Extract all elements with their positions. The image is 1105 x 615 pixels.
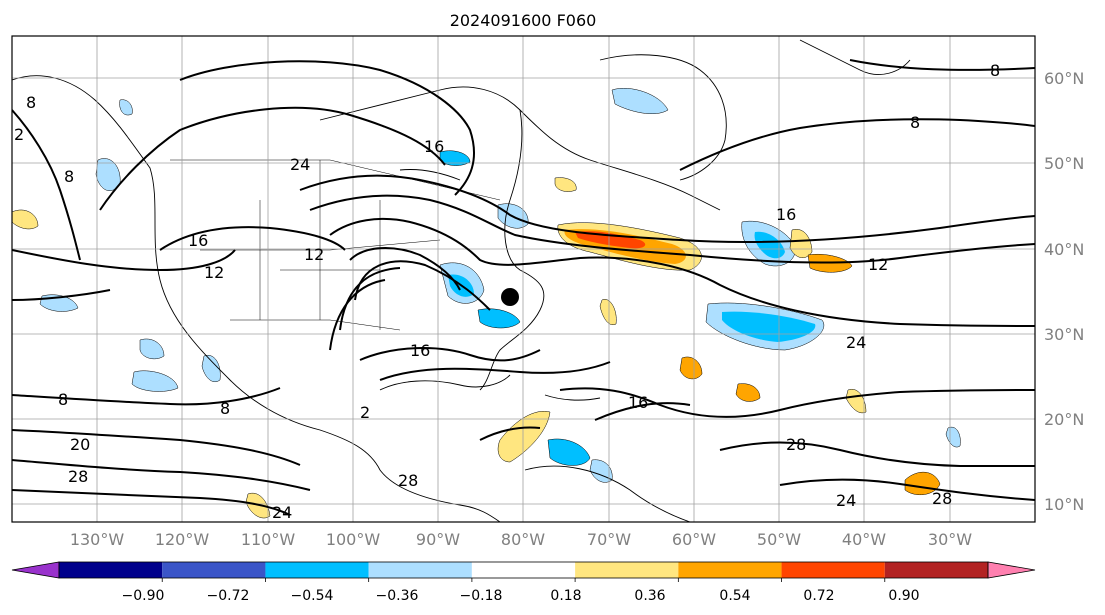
contour-label: 16 xyxy=(628,393,648,412)
positive-anomaly-region xyxy=(789,229,813,259)
contour-label: 16 xyxy=(188,231,208,250)
contour-label: 20 xyxy=(70,435,90,454)
negative-anomaly-region xyxy=(547,438,591,466)
positive-anomaly-region xyxy=(497,410,551,463)
contour-label: 28 xyxy=(786,435,806,454)
contour-lines xyxy=(12,59,1035,516)
colorbar-swatch xyxy=(678,562,782,578)
colorbar: −0.90 −0.72 −0.54 −0.36 −0.18 0.18 0.36 … xyxy=(11,561,1036,604)
colorbar-tick-labels: −0.90 −0.72 −0.54 −0.36 −0.18 0.18 0.36 … xyxy=(122,588,920,604)
contour-label-group: 8 8 8 8 8 8 12 12 12 16 16 16 16 16 20 2… xyxy=(14,61,1000,522)
contour-label: 28 xyxy=(68,467,88,486)
positive-anomaly-region xyxy=(12,209,39,230)
positive-anomaly-region xyxy=(679,356,703,380)
contour-label: 8 xyxy=(990,61,1000,80)
contour-label: 24 xyxy=(846,333,866,352)
contour-label: 16 xyxy=(776,205,796,224)
lat-label: 30°N xyxy=(1044,325,1084,344)
map-title: 2024091600 F060 xyxy=(450,11,597,30)
lon-label: 110°W xyxy=(241,530,296,549)
colorbar-frame xyxy=(58,561,989,579)
colorbar-tick-label: 0.54 xyxy=(719,588,750,604)
colorbar-swatch xyxy=(471,562,576,578)
colorbar-tick-label: −0.72 xyxy=(207,588,250,604)
negative-anomaly-region xyxy=(722,311,816,342)
lat-label: 40°N xyxy=(1044,240,1084,259)
map-frame xyxy=(11,35,1036,523)
longitude-labels: 130°W 120°W 110°W 100°W 90°W 80°W 70°W 6… xyxy=(70,530,972,549)
lat-label: 60°N xyxy=(1044,69,1084,88)
contour-label: 8 xyxy=(64,167,74,186)
colorbar-tick-label: 0.72 xyxy=(803,588,834,604)
colorbar-swatch xyxy=(575,562,679,578)
contour-label: 2 xyxy=(14,125,24,144)
contour-label: 28 xyxy=(398,471,418,490)
shaded-regions xyxy=(12,88,961,519)
contour-label: 12 xyxy=(204,263,224,282)
lon-label: 120°W xyxy=(155,530,210,549)
contour-label: 16 xyxy=(424,137,444,156)
lon-label: 80°W xyxy=(501,530,545,549)
lon-label: 130°W xyxy=(70,530,125,549)
negative-anomaly-region xyxy=(201,354,221,382)
contour-label: 24 xyxy=(290,155,310,174)
lat-label: 50°N xyxy=(1044,154,1084,173)
contour-label: 8 xyxy=(58,390,68,409)
lon-label: 100°W xyxy=(326,530,381,549)
lon-label: 50°W xyxy=(757,530,801,549)
contour-label: 8 xyxy=(910,113,920,132)
coastlines xyxy=(12,39,911,522)
colorbar-tick-label: 0.36 xyxy=(634,588,665,604)
lon-label: 60°W xyxy=(672,530,716,549)
negative-anomaly-region xyxy=(754,231,785,259)
colorbar-tick-label: −0.54 xyxy=(291,588,334,604)
colorbar-swatch xyxy=(884,562,988,578)
contour-label: 12 xyxy=(868,255,888,274)
negative-anomaly-region xyxy=(119,99,133,116)
colorbar-swatch xyxy=(368,562,472,578)
latitude-labels: 60°N 50°N 40°N 30°N 20°N 10°N xyxy=(1044,69,1084,514)
positive-anomaly-region xyxy=(554,177,577,192)
contour-label: 24 xyxy=(272,503,292,522)
positive-anomaly-region xyxy=(735,383,761,402)
colorbar-tick-label: −0.36 xyxy=(376,588,419,604)
colorbar-extend-low xyxy=(11,561,60,579)
contour-label: 2 xyxy=(360,403,370,422)
lon-label: 30°W xyxy=(928,530,972,549)
lat-label: 20°N xyxy=(1044,410,1084,429)
colorbar-tick-label: 0.18 xyxy=(550,588,581,604)
colorbar-swatch xyxy=(59,562,163,578)
colorbar-swatch xyxy=(781,562,885,578)
lon-label: 70°W xyxy=(587,530,631,549)
colorbar-tick-label: −0.18 xyxy=(460,588,503,604)
negative-anomaly-region xyxy=(131,370,179,392)
contour-label: 12 xyxy=(304,245,324,264)
negative-anomaly-region xyxy=(477,308,521,329)
lon-label: 40°W xyxy=(842,530,886,549)
negative-anomaly-region xyxy=(139,338,165,360)
colorbar-swatch xyxy=(162,562,266,578)
negative-anomaly-region xyxy=(945,426,961,448)
lat-label: 10°N xyxy=(1044,495,1084,514)
colorbar-tick-label: −0.90 xyxy=(122,588,165,604)
lon-label: 90°W xyxy=(416,530,460,549)
storm-center-marker xyxy=(501,288,519,306)
contour-label: 28 xyxy=(932,489,952,508)
colorbar-extend-high xyxy=(987,561,1036,579)
negative-anomaly-region xyxy=(611,88,669,114)
contour-label: 8 xyxy=(26,93,36,112)
colorbar-tick-label: 0.90 xyxy=(888,588,919,604)
contour-label: 16 xyxy=(410,341,430,360)
political-borders xyxy=(170,159,501,331)
contour-label: 8 xyxy=(220,399,230,418)
contour-label: 24 xyxy=(836,491,856,510)
positive-anomaly-region xyxy=(575,231,646,249)
colorbar-swatch xyxy=(265,562,369,578)
